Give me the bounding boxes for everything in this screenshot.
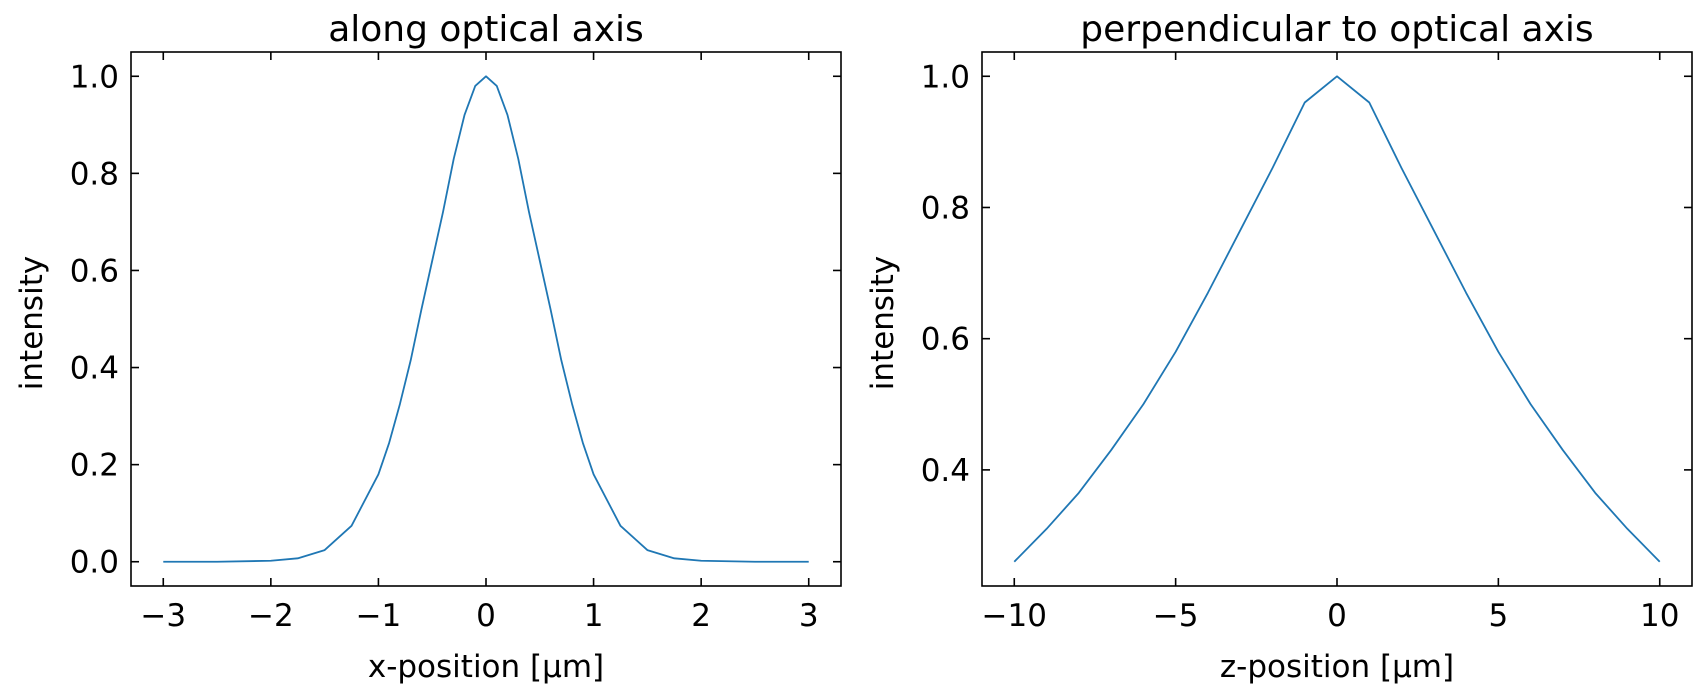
y-tick-label: 0.8: [921, 190, 970, 226]
series-line: [1013, 75, 1661, 563]
plot-frame: [981, 51, 1693, 587]
plot-frame: [130, 51, 842, 587]
y-tick-label: 0.6: [921, 322, 970, 358]
y-tick-label: 0.6: [70, 253, 119, 289]
x-tick-label: 2: [691, 598, 711, 634]
x-tick-label: 0: [1327, 598, 1347, 634]
x-tick-label: −2: [248, 598, 294, 634]
x-axis-label: z-position [μm]: [1220, 649, 1454, 685]
y-tick-label: 1.0: [70, 59, 119, 95]
y-tick-label: 0.4: [70, 351, 119, 387]
x-tick-label: 1: [584, 598, 604, 634]
x-axis-label: x-position [μm]: [368, 649, 604, 685]
y-axis-label: intensity: [14, 256, 50, 390]
y-tick-label: 0.0: [70, 545, 119, 581]
x-tick-label: −5: [1153, 598, 1199, 634]
x-tick-label: −3: [140, 598, 186, 634]
chart-title: along optical axis: [328, 9, 644, 50]
chart-along-optical-axis: along optical axis x-position [μm] inten…: [14, 9, 842, 685]
x-tick-label: −10: [982, 598, 1047, 634]
x-tick-label: 10: [1640, 598, 1679, 634]
x-tick-label: 5: [1488, 598, 1508, 634]
axis-ticks: −10 −5 0 5 10 0.4 0.6 0.8 1.0: [921, 52, 1692, 634]
axis-ticks: −3 −2 −1 0 1 2 3 0.0 0.2 0.4 0.6 0.8 1.0: [70, 52, 841, 634]
y-tick-label: 0.2: [70, 448, 119, 484]
y-tick-label: 0.4: [921, 453, 970, 489]
series-line: [163, 75, 809, 563]
y-tick-label: 0.8: [70, 156, 119, 192]
chart-perpendicular-to-optical-axis: perpendicular to optical axis z-position…: [865, 9, 1693, 685]
plot-lines: [1013, 75, 1661, 563]
plot-lines: [163, 75, 809, 563]
chart-title: perpendicular to optical axis: [1080, 9, 1593, 50]
x-tick-label: 0: [476, 598, 496, 634]
y-axis-label: intensity: [865, 256, 901, 390]
y-tick-label: 1.0: [921, 59, 970, 95]
x-tick-label: −1: [356, 598, 402, 634]
x-tick-label: 3: [799, 598, 819, 634]
